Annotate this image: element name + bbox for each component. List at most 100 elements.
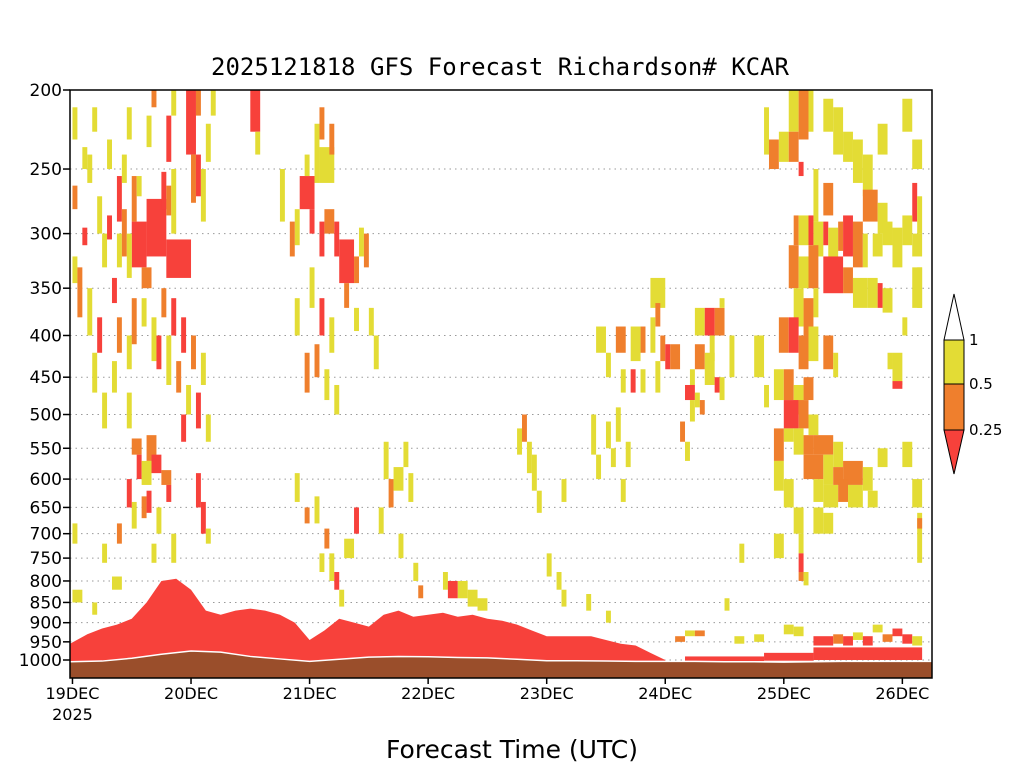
ri-cell bbox=[92, 602, 98, 615]
ri-cell bbox=[655, 303, 661, 327]
ri-cell bbox=[650, 277, 666, 308]
colorbar-bin bbox=[943, 339, 965, 385]
ri-cell bbox=[630, 326, 641, 362]
ri-cell bbox=[798, 400, 809, 429]
ri-cell bbox=[141, 298, 147, 327]
ri-cell bbox=[87, 154, 93, 183]
ri-cell bbox=[843, 267, 853, 294]
ri-cell bbox=[200, 501, 206, 534]
ri-cell bbox=[798, 215, 809, 246]
ri-cell bbox=[329, 553, 335, 581]
ri-cell bbox=[605, 421, 611, 449]
ri-cell bbox=[161, 171, 167, 210]
ri-cell bbox=[339, 589, 345, 607]
ri-cell bbox=[813, 507, 824, 534]
ri-cell bbox=[823, 454, 834, 485]
ri-cell bbox=[121, 154, 127, 183]
ri-cell bbox=[181, 317, 187, 353]
y-tick-label: 800 bbox=[30, 572, 62, 592]
ri-cell bbox=[685, 630, 695, 637]
ri-cell bbox=[136, 454, 142, 480]
ri-cell bbox=[102, 233, 108, 268]
ri-cell bbox=[699, 400, 705, 415]
ri-cell bbox=[862, 636, 873, 646]
ri-cell bbox=[704, 307, 715, 336]
ri-cell bbox=[200, 169, 206, 222]
ri-cell bbox=[808, 414, 819, 436]
ri-cell bbox=[299, 176, 315, 210]
ri-cell bbox=[912, 479, 923, 508]
ri-cell bbox=[655, 361, 661, 393]
colorbar-tick-label: 0.5 bbox=[969, 375, 993, 393]
ri-cell bbox=[176, 361, 182, 393]
ri-cell bbox=[912, 233, 923, 257]
ri-cell bbox=[304, 154, 310, 177]
ri-cell bbox=[171, 169, 177, 234]
ri-cell bbox=[783, 369, 794, 401]
ri-cell bbox=[477, 598, 488, 611]
ri-cell bbox=[764, 384, 769, 408]
ri-cell bbox=[403, 441, 409, 468]
ri-cell bbox=[442, 572, 448, 590]
ri-cell bbox=[808, 90, 814, 132]
ri-cell bbox=[398, 533, 404, 559]
ri-cell bbox=[798, 90, 809, 140]
ri-cell bbox=[151, 454, 162, 474]
ri-cell bbox=[917, 512, 923, 563]
ri-cell bbox=[768, 139, 779, 170]
ri-cell bbox=[798, 533, 804, 554]
ri-cell bbox=[783, 479, 794, 508]
ri-cell bbox=[111, 576, 122, 590]
ri-cell bbox=[205, 528, 211, 544]
ri-cell bbox=[902, 634, 913, 644]
ri-cell bbox=[467, 589, 478, 607]
ri-cell bbox=[739, 543, 745, 563]
ri-cell bbox=[457, 580, 468, 599]
ri-cell bbox=[126, 107, 132, 140]
ri-cell bbox=[186, 90, 196, 155]
ri-cell bbox=[823, 182, 834, 216]
ri-cell bbox=[586, 594, 592, 611]
ri-cell bbox=[912, 267, 923, 308]
ri-cell bbox=[877, 448, 888, 468]
ri-cell bbox=[892, 381, 903, 389]
ri-cell bbox=[205, 123, 211, 162]
ri-cell bbox=[596, 326, 606, 353]
ri-cell bbox=[116, 233, 122, 268]
ri-cell bbox=[161, 288, 167, 318]
ri-cell bbox=[709, 335, 715, 362]
ri-cell bbox=[354, 307, 359, 332]
ri-cell bbox=[354, 507, 359, 534]
ri-cell bbox=[862, 189, 878, 222]
ri-cell bbox=[793, 507, 804, 534]
ri-cell bbox=[319, 553, 325, 573]
ri-cell bbox=[793, 626, 804, 637]
ri-cell bbox=[294, 209, 300, 246]
ri-cell bbox=[309, 267, 315, 308]
ri-cell bbox=[813, 221, 824, 257]
ri-cell bbox=[126, 392, 132, 429]
ri-cell bbox=[77, 267, 83, 318]
ri-cell bbox=[324, 209, 335, 234]
ri-cell bbox=[107, 139, 112, 170]
ri-cell bbox=[141, 460, 152, 485]
ri-cell bbox=[754, 335, 765, 378]
ri-cell bbox=[823, 512, 834, 534]
y-tick-label: 850 bbox=[30, 593, 62, 613]
ri-cell bbox=[843, 460, 863, 485]
ri-cell bbox=[171, 533, 177, 563]
ri-cell bbox=[803, 454, 824, 480]
ri-cell bbox=[131, 501, 137, 529]
ri-cell bbox=[146, 490, 152, 513]
ri-cell bbox=[912, 636, 923, 646]
ri-cell bbox=[798, 553, 804, 573]
ri-cell bbox=[872, 624, 883, 633]
ri-cell bbox=[813, 288, 819, 318]
ri-cell bbox=[151, 543, 157, 563]
ri-cell bbox=[882, 288, 893, 313]
ri-cell bbox=[793, 288, 804, 327]
ri-cell bbox=[689, 369, 695, 385]
ri-cell bbox=[200, 352, 206, 385]
ri-cell bbox=[556, 572, 562, 590]
